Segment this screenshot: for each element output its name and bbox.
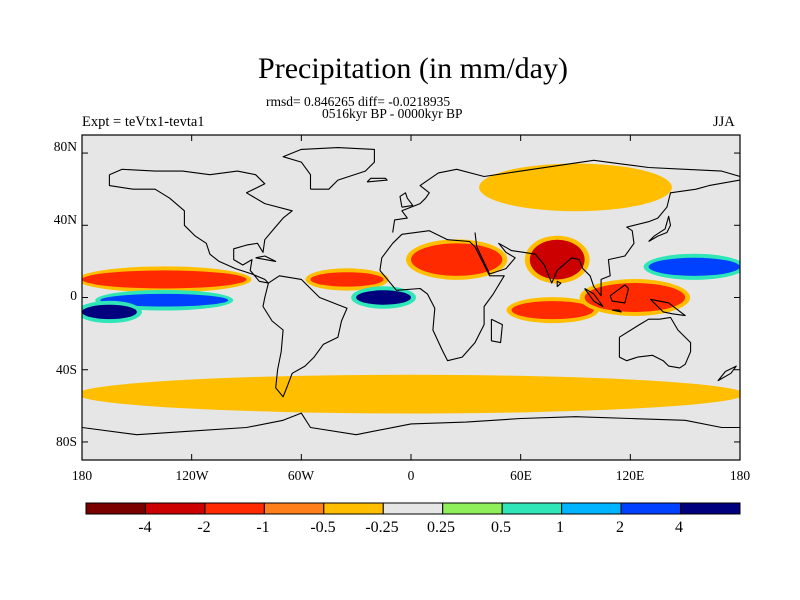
lat-label-40s: 40S (55, 362, 77, 377)
colorbar-label: 4 (675, 519, 683, 536)
experiment-label: Expt = teVtx1-tevta1 (82, 114, 205, 130)
coastline (262, 275, 348, 398)
anomaly-region (584, 283, 686, 312)
coastline (609, 284, 630, 304)
anomaly-region (484, 167, 667, 208)
coastline (474, 179, 740, 297)
lat-label-0: 0 (70, 288, 77, 303)
anomaly-layer (82, 163, 740, 414)
colorbar (85, 502, 741, 515)
anomaly-region (82, 378, 740, 410)
lat-label-80s: 80S (55, 434, 77, 449)
coastline (366, 177, 388, 183)
anomaly-region (648, 257, 740, 276)
stats-line: rmsd= 0.846265 diff= -0.0218935 (266, 94, 451, 109)
lat-label-40n: 40N (53, 212, 77, 227)
colorbar-label: 2 (616, 519, 624, 536)
anomaly-region (100, 293, 229, 307)
colorbar-box (323, 502, 384, 515)
anomaly-region (511, 301, 594, 320)
coastline (255, 255, 277, 262)
lon-label-120e: 120E (615, 468, 645, 483)
period-line: 0516kyr BP - 0000kyr BP (322, 106, 463, 121)
coastline (650, 298, 686, 317)
colorbar-label: -2 (197, 519, 211, 536)
page-title: Precipitation (in mm/day) (258, 52, 568, 85)
anomaly-region (82, 270, 247, 289)
colorbar-label: -0.5 (310, 519, 336, 536)
colorbar-label: 0.25 (427, 519, 455, 536)
coastline (108, 168, 293, 284)
colorbar-box (501, 502, 563, 515)
colorbar-label: -1 (256, 519, 270, 536)
colorbar-box (85, 502, 146, 515)
coastline (648, 215, 672, 242)
colorbar-label: 1 (556, 519, 564, 536)
colorbar-label: -0.25 (365, 519, 399, 536)
colorbar-box (442, 502, 503, 515)
coastline (379, 230, 505, 362)
coastline (584, 288, 604, 308)
lon-label-180w: 180 (71, 468, 93, 483)
coastline (82, 412, 740, 436)
colorbar-box (382, 502, 444, 515)
lon-label-120w: 120W (175, 468, 209, 483)
anomaly-region (82, 304, 137, 320)
colorbar-label: -4 (138, 519, 152, 536)
lon-label-180e: 180 (729, 468, 751, 483)
colorbar-box (204, 502, 265, 515)
lat-label-80n: 80N (53, 139, 77, 154)
coastline (392, 159, 740, 233)
anomaly-region (356, 290, 412, 305)
colorbar-box (561, 502, 622, 515)
coastline (611, 309, 622, 313)
lon-label-60w: 60W (287, 468, 315, 483)
colorbar-box (144, 502, 206, 515)
coastline (618, 316, 692, 369)
colorbar-box (680, 502, 741, 515)
anomaly-region (529, 239, 585, 280)
coastline (490, 318, 503, 344)
coastline (282, 147, 375, 190)
coastline-layer (82, 147, 740, 436)
season-label: JJA (713, 114, 735, 130)
lon-label-0: 0 (407, 468, 415, 483)
colorbar-label: 0.5 (491, 519, 511, 536)
coastline (399, 192, 414, 208)
axis-ticks (81, 135, 741, 460)
anomaly-region (310, 272, 384, 287)
colorbar-box (620, 502, 682, 515)
lon-label-60e: 60E (510, 468, 532, 483)
coastline (556, 280, 562, 288)
coastline (717, 365, 737, 382)
colorbar-box (263, 502, 325, 515)
